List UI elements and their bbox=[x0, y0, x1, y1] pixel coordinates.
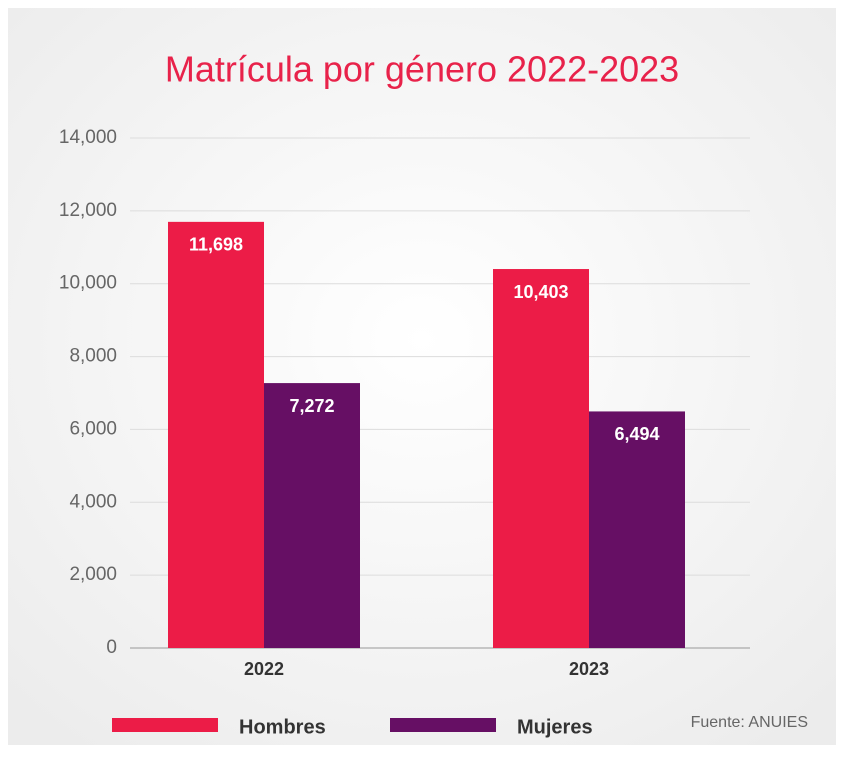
y-tick-label: 10,000 bbox=[59, 273, 117, 294]
value-label: 10,403 bbox=[513, 282, 568, 302]
legend-label: Hombres bbox=[239, 716, 326, 738]
legend-swatch bbox=[390, 718, 496, 732]
panel bbox=[8, 8, 836, 745]
legend-label: Mujeres bbox=[517, 716, 593, 738]
value-label: 6,494 bbox=[614, 424, 659, 444]
y-tick-label: 8,000 bbox=[69, 346, 117, 367]
bar bbox=[493, 269, 589, 648]
source: Fuente: ANUIES bbox=[691, 714, 808, 731]
bar bbox=[589, 411, 685, 648]
bar bbox=[168, 221, 264, 648]
y-tick-label: 0 bbox=[106, 637, 117, 658]
x-tick-label: 2022 bbox=[244, 659, 284, 679]
value-label: 7,272 bbox=[289, 396, 334, 416]
y-tick-label: 6,000 bbox=[69, 418, 117, 439]
y-tick-label: 12,000 bbox=[59, 200, 117, 221]
x-tick-label: 2023 bbox=[569, 659, 609, 679]
bar bbox=[264, 383, 360, 648]
legend-swatch bbox=[112, 718, 218, 732]
y-tick-label: 14,000 bbox=[59, 127, 117, 148]
y-tick-label: 2,000 bbox=[69, 564, 117, 585]
value-label: 11,698 bbox=[189, 235, 243, 255]
chart-title: Matrícula por género 2022-2023 bbox=[165, 49, 679, 90]
y-tick-label: 4,000 bbox=[69, 491, 117, 512]
